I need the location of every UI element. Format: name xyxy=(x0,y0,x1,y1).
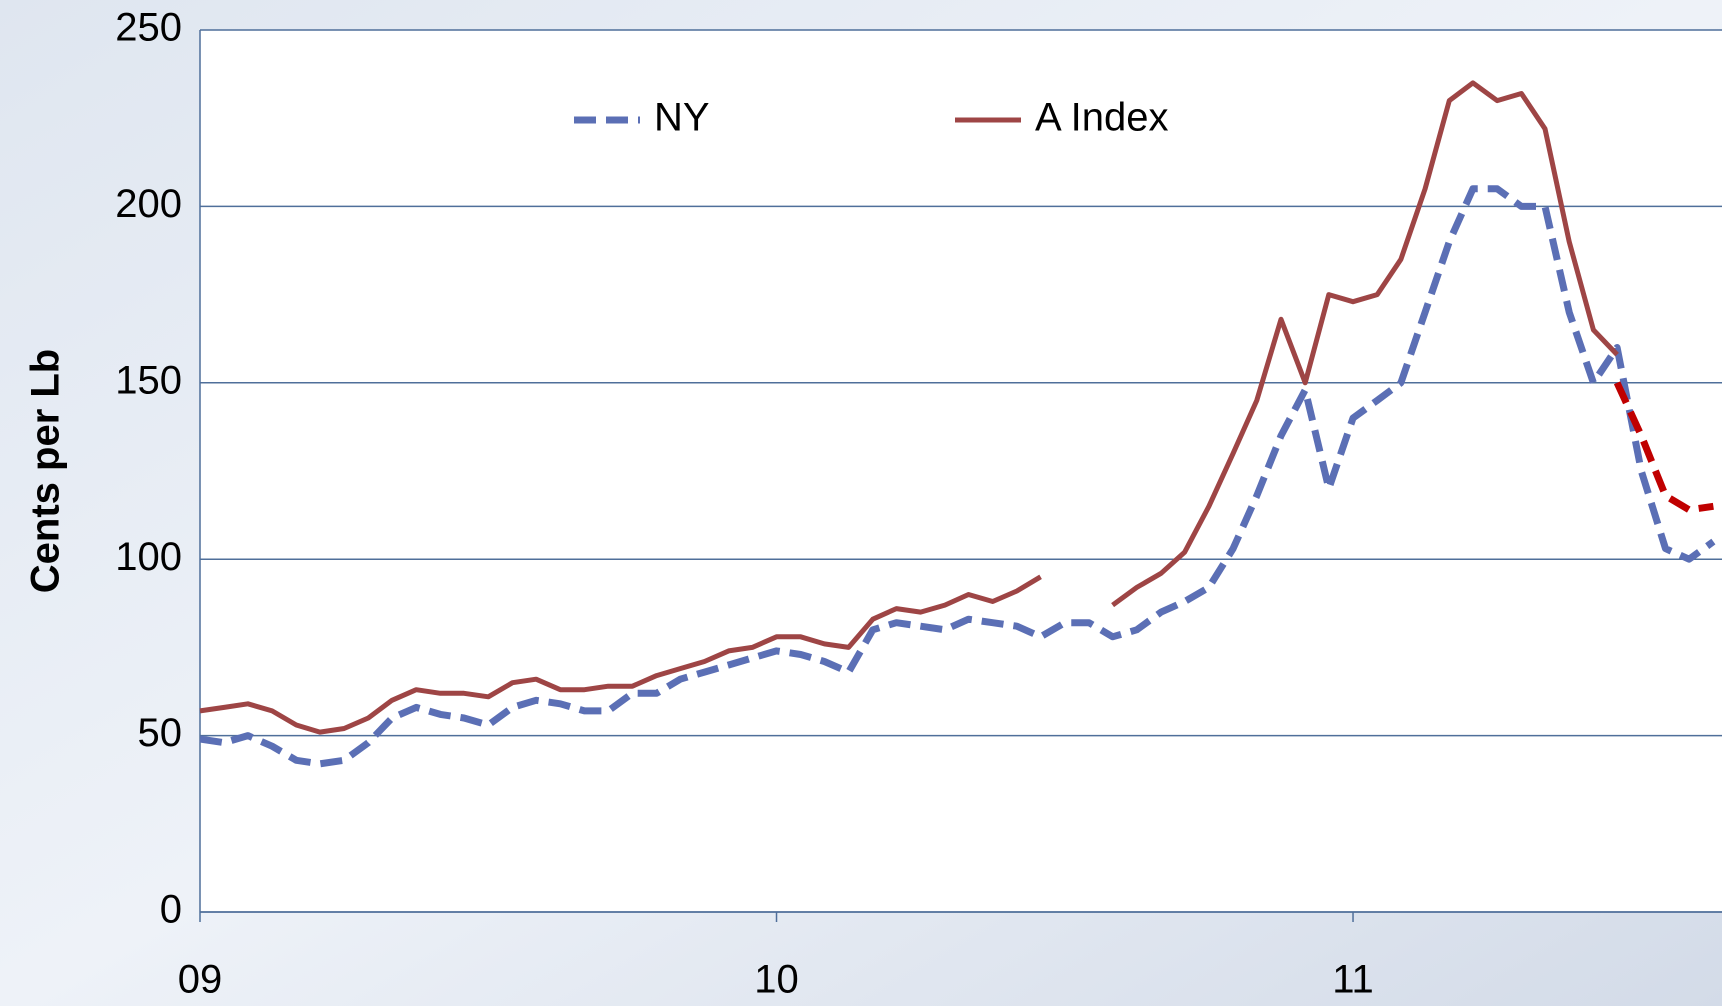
series-line xyxy=(1111,80,1619,608)
x-tick-label: 09 xyxy=(178,958,223,1002)
y-axis-label: Cents per Lb xyxy=(24,349,68,593)
y-tick-label: 50 xyxy=(138,711,183,755)
y-tick-label: 200 xyxy=(115,182,182,226)
y-tick-label: 100 xyxy=(115,535,182,579)
legend-label: A Index xyxy=(1035,96,1168,140)
x-tick-label: 11 xyxy=(1332,958,1374,1002)
series-line xyxy=(199,185,1716,768)
y-tick-label: 250 xyxy=(115,6,182,50)
series-line xyxy=(1613,381,1714,514)
y-tick-label: 0 xyxy=(160,888,182,932)
y-tick-label: 150 xyxy=(115,358,182,402)
x-tick-label: 10 xyxy=(754,958,799,1002)
series-line xyxy=(199,574,1042,735)
plot-area xyxy=(200,30,1722,912)
legend-label: NY xyxy=(654,96,710,140)
